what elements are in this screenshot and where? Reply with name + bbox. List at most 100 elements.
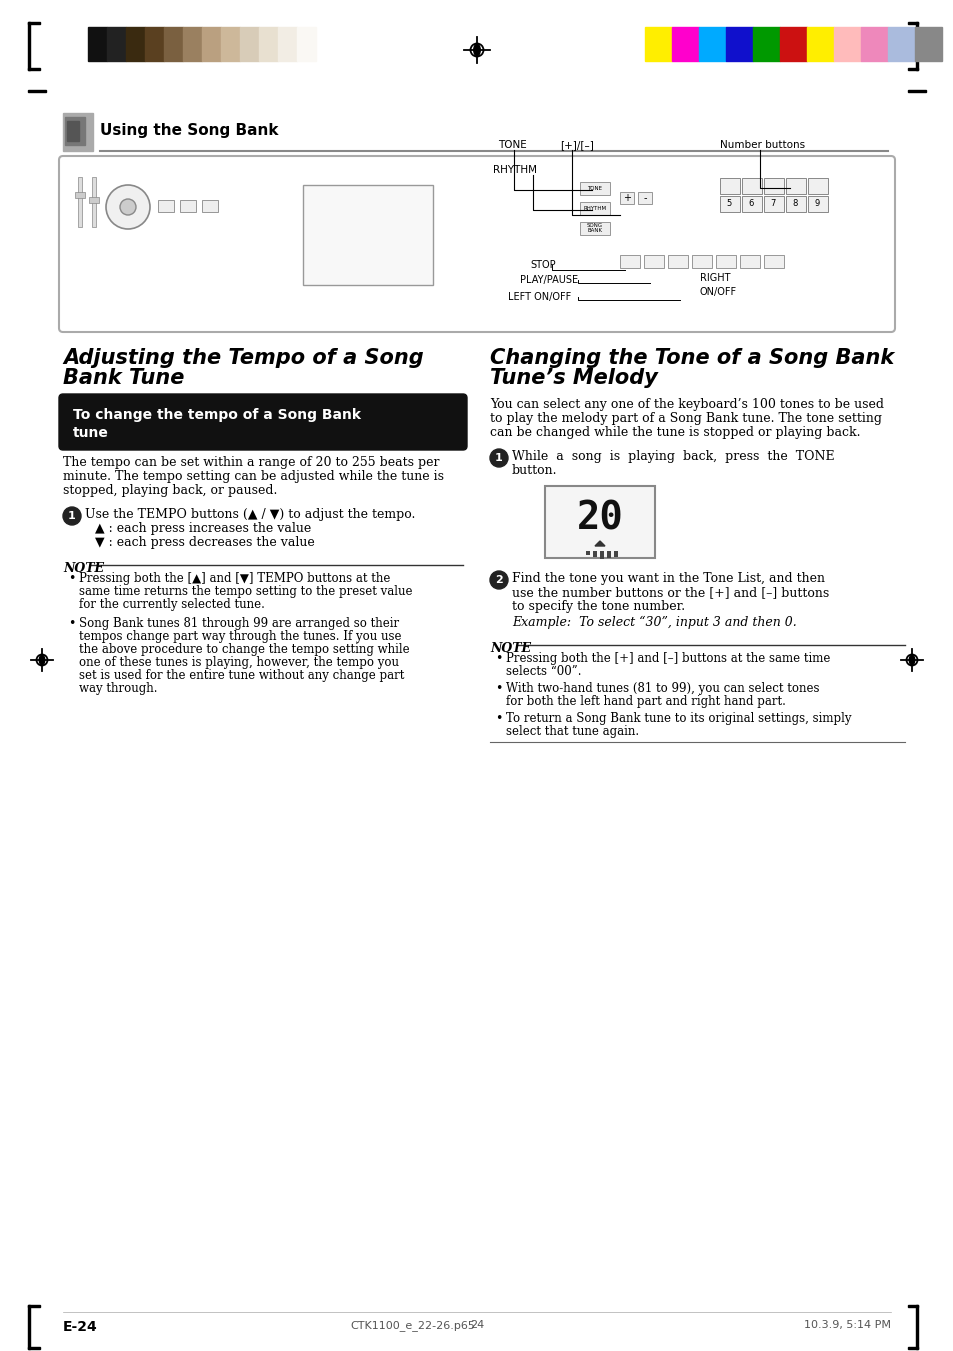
Bar	[88, 27, 107, 61]
Text: set is used for the entire tune without any change part: set is used for the entire tune without …	[79, 669, 404, 682]
Text: Number buttons: Number buttons	[720, 141, 804, 150]
Bar	[585, 551, 589, 555]
Text: 24: 24	[470, 1320, 483, 1329]
Text: STOP: STOP	[530, 259, 555, 270]
Text: 6: 6	[747, 200, 753, 208]
Text: TONE: TONE	[497, 141, 526, 150]
Bar	[887, 27, 914, 61]
Text: LEFT ON/OFF: LEFT ON/OFF	[507, 292, 571, 303]
Bar	[65, 118, 85, 145]
Text: ▼ : each press decreases the value: ▼ : each press decreases the value	[95, 536, 314, 549]
Bar	[720, 196, 740, 212]
Text: the above procedure to change the tempo setting while: the above procedure to change the tempo …	[79, 643, 409, 657]
Text: 1: 1	[495, 453, 502, 463]
Bar	[145, 27, 164, 61]
Text: select that tune again.: select that tune again.	[505, 725, 639, 738]
Bar	[240, 27, 258, 61]
Bar	[643, 255, 663, 267]
Bar	[740, 255, 760, 267]
Bar	[202, 27, 221, 61]
Bar	[28, 22, 40, 24]
Text: With two-hand tunes (81 to 99), you can select tones: With two-hand tunes (81 to 99), you can …	[505, 682, 819, 694]
Bar	[915, 22, 917, 70]
Bar	[915, 1305, 917, 1350]
Bar	[752, 27, 780, 61]
Text: ON/OFF: ON/OFF	[700, 286, 737, 297]
Text: To return a Song Bank tune to its original settings, simply: To return a Song Bank tune to its origin…	[505, 712, 851, 725]
Circle shape	[490, 571, 507, 589]
Bar	[221, 27, 240, 61]
Text: RIGHT: RIGHT	[700, 273, 730, 282]
Bar	[741, 196, 761, 212]
Text: +: +	[622, 193, 630, 203]
Text: Changing the Tone of a Song Bank: Changing the Tone of a Song Bank	[490, 349, 893, 367]
Text: Pressing both the [+] and [–] buttons at the same time: Pressing both the [+] and [–] buttons at…	[505, 653, 829, 665]
Bar	[202, 200, 218, 212]
Bar	[28, 1305, 30, 1350]
Ellipse shape	[39, 655, 45, 665]
Bar	[907, 1347, 917, 1350]
Bar	[699, 27, 725, 61]
Bar	[763, 178, 783, 195]
Circle shape	[106, 185, 150, 230]
Text: Find the tone you want in the Tone List, and then: Find the tone you want in the Tone List,…	[512, 571, 824, 585]
Bar	[907, 68, 917, 70]
Ellipse shape	[908, 655, 914, 665]
Bar	[907, 1305, 917, 1306]
Bar	[914, 27, 941, 61]
Text: 20: 20	[576, 499, 622, 536]
Text: Using the Song Bank: Using the Song Bank	[100, 123, 278, 138]
Bar	[78, 177, 82, 227]
Text: You can select any one of the keyboard’s 100 tones to be used: You can select any one of the keyboard’s…	[490, 399, 883, 411]
Bar	[63, 113, 92, 151]
Ellipse shape	[474, 45, 479, 55]
Bar	[861, 27, 887, 61]
Bar	[296, 27, 315, 61]
Text: RHYTHM: RHYTHM	[583, 205, 606, 211]
Text: 1: 1	[68, 511, 76, 521]
FancyBboxPatch shape	[59, 155, 894, 332]
Text: Use the TEMPO buttons (▲ / ▼) to adjust the tempo.: Use the TEMPO buttons (▲ / ▼) to adjust …	[85, 508, 415, 521]
Text: NOTE: NOTE	[490, 642, 531, 655]
Bar	[89, 197, 99, 203]
Bar	[667, 255, 687, 267]
Bar	[599, 551, 603, 559]
Text: TONE: TONE	[587, 185, 602, 190]
Circle shape	[120, 199, 136, 215]
FancyBboxPatch shape	[59, 394, 467, 450]
Bar	[28, 22, 30, 70]
Text: way through.: way through.	[79, 682, 157, 694]
Bar	[67, 122, 79, 141]
Text: •: •	[68, 571, 75, 585]
Text: tempos change part way through the tunes. If you use: tempos change part way through the tunes…	[79, 630, 401, 643]
Text: 8: 8	[792, 200, 797, 208]
Text: tune: tune	[73, 426, 109, 440]
Bar	[785, 196, 805, 212]
Bar	[544, 486, 655, 558]
Bar	[907, 91, 925, 92]
Bar	[183, 27, 202, 61]
Text: stopped, playing back, or paused.: stopped, playing back, or paused.	[63, 484, 277, 497]
Bar	[28, 91, 46, 92]
Bar	[28, 1305, 40, 1306]
Bar	[638, 192, 651, 204]
Text: [+]/[–]: [+]/[–]	[559, 141, 594, 150]
Bar	[579, 203, 609, 215]
Text: to specify the tone number.: to specify the tone number.	[512, 600, 684, 613]
Text: •: •	[495, 653, 502, 665]
Text: Bank Tune: Bank Tune	[63, 367, 184, 388]
Text: SONG
BANK: SONG BANK	[586, 223, 602, 234]
Bar	[671, 27, 699, 61]
Bar	[644, 27, 671, 61]
Bar	[579, 182, 609, 195]
Text: to play the melody part of a Song Bank tune. The tone setting: to play the melody part of a Song Bank t…	[490, 412, 882, 426]
Text: 9: 9	[814, 200, 819, 208]
Text: •: •	[495, 682, 502, 694]
Bar	[716, 255, 735, 267]
Bar	[28, 1347, 40, 1350]
Polygon shape	[595, 540, 604, 546]
Text: Example:  To select “30”, input 3 and then 0.: Example: To select “30”, input 3 and the…	[512, 616, 796, 630]
Bar	[107, 27, 126, 61]
Text: selects “00”.: selects “00”.	[505, 665, 581, 678]
Text: The tempo can be set within a range of 20 to 255 beats per: The tempo can be set within a range of 2…	[63, 457, 439, 469]
